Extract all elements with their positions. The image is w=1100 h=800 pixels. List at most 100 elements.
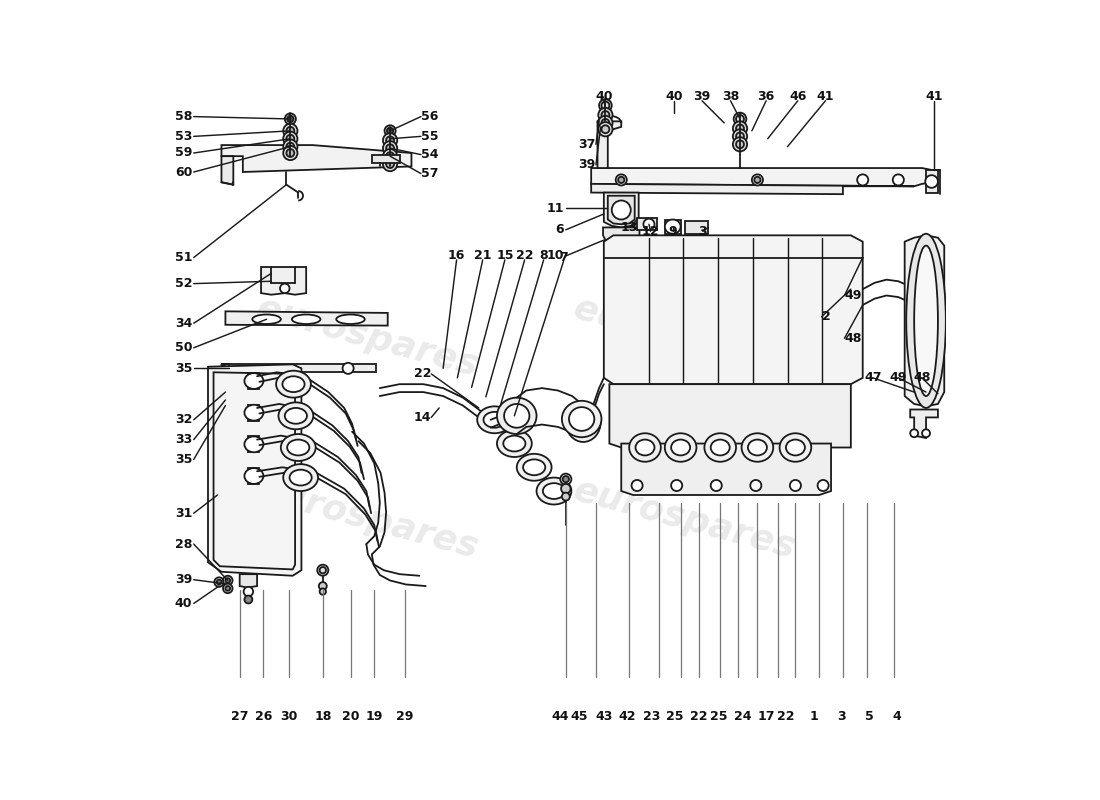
Ellipse shape <box>906 234 946 408</box>
Polygon shape <box>664 219 681 234</box>
Ellipse shape <box>283 146 297 160</box>
Ellipse shape <box>287 116 294 122</box>
Ellipse shape <box>734 113 746 126</box>
Ellipse shape <box>289 470 311 486</box>
Ellipse shape <box>750 480 761 491</box>
Text: 11: 11 <box>547 202 564 215</box>
Ellipse shape <box>383 141 397 155</box>
Text: 44: 44 <box>551 710 569 723</box>
Text: 17: 17 <box>758 710 774 723</box>
Ellipse shape <box>893 174 904 186</box>
Ellipse shape <box>286 149 295 157</box>
Text: 32: 32 <box>175 414 192 426</box>
Text: eurospares: eurospares <box>570 473 800 565</box>
Polygon shape <box>248 468 260 484</box>
Ellipse shape <box>598 122 613 136</box>
Polygon shape <box>221 364 376 372</box>
Text: 1: 1 <box>810 710 818 723</box>
Ellipse shape <box>387 128 394 134</box>
Text: 39: 39 <box>175 574 192 586</box>
Ellipse shape <box>857 174 868 186</box>
Ellipse shape <box>563 476 569 482</box>
Ellipse shape <box>537 478 571 505</box>
Polygon shape <box>261 267 306 294</box>
Text: eurospares: eurospares <box>253 473 483 565</box>
Text: 49: 49 <box>890 371 908 384</box>
Text: 14: 14 <box>414 411 431 424</box>
Polygon shape <box>591 184 914 194</box>
Text: 27: 27 <box>231 710 249 723</box>
Text: 52: 52 <box>175 277 192 290</box>
Text: 24: 24 <box>734 710 751 723</box>
Ellipse shape <box>562 493 570 501</box>
Ellipse shape <box>276 370 311 398</box>
Text: 7: 7 <box>559 251 568 264</box>
Polygon shape <box>248 373 260 389</box>
Ellipse shape <box>484 412 506 428</box>
Text: 6: 6 <box>556 223 564 236</box>
Text: 3: 3 <box>698 225 707 238</box>
Ellipse shape <box>543 483 565 499</box>
Text: 46: 46 <box>789 90 806 103</box>
Polygon shape <box>221 156 233 185</box>
Ellipse shape <box>562 401 602 438</box>
Ellipse shape <box>283 132 297 146</box>
Polygon shape <box>248 437 260 452</box>
Ellipse shape <box>283 139 297 154</box>
Polygon shape <box>221 364 230 406</box>
Ellipse shape <box>922 430 930 438</box>
Ellipse shape <box>602 111 609 119</box>
Text: 22: 22 <box>778 710 794 723</box>
Polygon shape <box>240 574 257 588</box>
Ellipse shape <box>561 484 571 494</box>
Text: 4: 4 <box>892 710 901 723</box>
Text: 3: 3 <box>837 710 846 723</box>
Text: 38: 38 <box>722 90 739 103</box>
Polygon shape <box>372 154 399 162</box>
Ellipse shape <box>748 439 767 455</box>
Text: 50: 50 <box>175 342 192 354</box>
Text: 48: 48 <box>913 371 931 384</box>
Ellipse shape <box>280 434 316 461</box>
Ellipse shape <box>223 576 232 586</box>
Ellipse shape <box>244 595 252 603</box>
Ellipse shape <box>671 439 690 455</box>
Text: 56: 56 <box>421 110 438 123</box>
Ellipse shape <box>524 459 546 475</box>
Ellipse shape <box>618 177 625 183</box>
Text: 18: 18 <box>315 710 331 723</box>
Polygon shape <box>607 240 636 248</box>
Text: 47: 47 <box>865 371 882 384</box>
Ellipse shape <box>598 108 613 122</box>
Polygon shape <box>684 221 708 234</box>
Ellipse shape <box>736 133 744 140</box>
Ellipse shape <box>560 474 571 485</box>
Ellipse shape <box>711 480 722 491</box>
Polygon shape <box>226 311 387 326</box>
Polygon shape <box>608 196 635 224</box>
Ellipse shape <box>504 436 526 451</box>
Text: 26: 26 <box>255 710 272 723</box>
Text: 40: 40 <box>595 90 613 103</box>
Text: 33: 33 <box>175 433 192 446</box>
Text: 25: 25 <box>667 710 684 723</box>
Polygon shape <box>609 384 850 447</box>
Ellipse shape <box>383 134 397 147</box>
Text: 41: 41 <box>816 90 834 103</box>
Text: 12: 12 <box>641 225 659 238</box>
Text: 30: 30 <box>280 710 297 723</box>
Text: 53: 53 <box>175 130 192 143</box>
Ellipse shape <box>565 402 601 442</box>
Polygon shape <box>603 227 639 240</box>
Ellipse shape <box>283 464 318 491</box>
Ellipse shape <box>383 157 397 171</box>
Ellipse shape <box>790 480 801 491</box>
Ellipse shape <box>671 480 682 491</box>
Ellipse shape <box>571 409 595 436</box>
Text: 49: 49 <box>845 289 862 302</box>
Text: 13: 13 <box>620 221 638 234</box>
Text: 43: 43 <box>595 710 613 723</box>
Ellipse shape <box>733 122 747 135</box>
Ellipse shape <box>286 142 295 150</box>
Ellipse shape <box>598 116 613 130</box>
